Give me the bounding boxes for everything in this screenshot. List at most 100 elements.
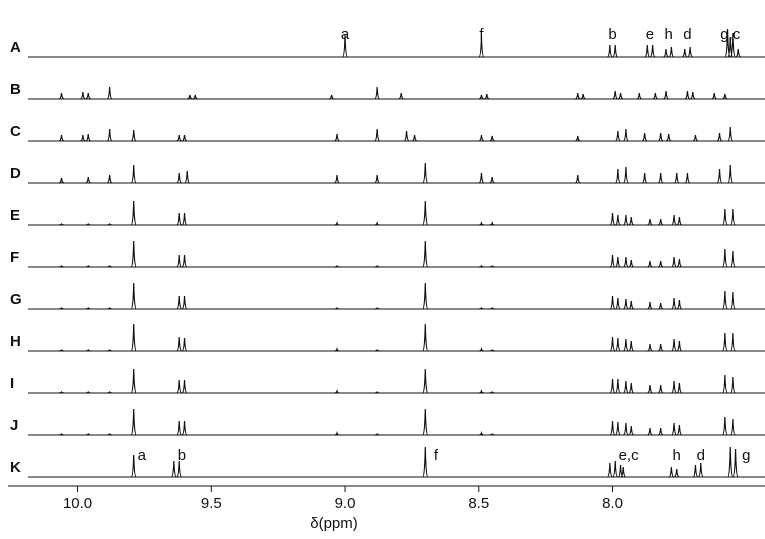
peak: [374, 390, 380, 394]
peak: [649, 44, 656, 58]
row-label: F: [10, 249, 19, 266]
peak: [80, 134, 86, 142]
peak: [478, 172, 485, 184]
peak: [575, 174, 581, 184]
peak: [623, 338, 629, 352]
peak: [615, 421, 621, 436]
peak: [711, 92, 717, 100]
peak: [676, 299, 683, 310]
peak: [422, 162, 429, 184]
peak: [334, 306, 340, 310]
peak: [647, 301, 653, 310]
peak: [176, 420, 182, 436]
peak: [657, 172, 664, 184]
peak: [478, 388, 484, 394]
row-label: K: [10, 459, 21, 476]
peak: [671, 297, 677, 310]
peak: [730, 291, 736, 310]
peak: [607, 462, 613, 478]
peak: [181, 254, 188, 268]
peak: [623, 128, 629, 142]
peak: [663, 90, 669, 100]
peak-label: h: [665, 26, 673, 43]
peak: [690, 91, 696, 100]
peak: [612, 44, 618, 58]
peak: [609, 212, 616, 226]
x-tick-label: 8.0: [602, 495, 623, 512]
peak: [422, 323, 429, 352]
peak: [181, 295, 188, 310]
row-label: I: [10, 375, 14, 392]
peak: [658, 343, 664, 352]
peak: [58, 348, 65, 352]
peak: [671, 422, 677, 436]
peak: [620, 466, 626, 478]
peak: [181, 212, 188, 226]
peak: [641, 172, 648, 184]
peak: [674, 468, 680, 478]
peak: [334, 220, 340, 226]
peak: [85, 348, 91, 352]
peak: [176, 379, 182, 394]
peak: [374, 432, 380, 436]
peak: [722, 248, 728, 268]
peak: [176, 295, 182, 310]
peak: [727, 446, 734, 478]
peak: [176, 254, 182, 268]
peak: [107, 390, 113, 394]
peak: [374, 174, 380, 184]
peak: [732, 448, 739, 478]
peak: [181, 337, 188, 352]
peak: [730, 418, 736, 436]
peak: [674, 172, 680, 184]
peak: [684, 90, 691, 100]
peak: [107, 432, 113, 436]
peak-label: f: [479, 26, 484, 43]
peak: [85, 222, 91, 226]
peak-label: a: [138, 447, 147, 464]
x-tick-label: 10.0: [63, 495, 92, 512]
peak: [58, 306, 65, 310]
peak: [374, 348, 380, 352]
peak: [58, 432, 65, 436]
peak: [628, 340, 634, 352]
peak: [628, 259, 634, 268]
peak: [617, 92, 624, 100]
row-label: E: [10, 207, 20, 224]
x-tick-label: 8.5: [468, 495, 489, 512]
row-label: J: [10, 417, 18, 434]
peak: [698, 462, 704, 478]
peak: [609, 336, 616, 352]
peak: [107, 264, 113, 268]
x-axis-title: δ(ppm): [310, 515, 358, 532]
peak: [58, 390, 65, 394]
peak: [687, 46, 693, 58]
peak: [489, 390, 495, 394]
peak: [374, 86, 380, 100]
x-tick-label: 9.5: [201, 495, 222, 512]
peak: [478, 134, 485, 142]
peak: [176, 212, 182, 226]
peak: [422, 240, 429, 268]
peak-label: d: [683, 26, 691, 43]
peak: [716, 168, 723, 184]
peak: [722, 208, 728, 226]
peak: [623, 422, 629, 436]
peak: [671, 214, 677, 226]
peak-label: f: [434, 447, 439, 464]
peak: [334, 174, 340, 184]
peak: [615, 256, 621, 268]
peak: [676, 258, 683, 268]
peak: [615, 297, 621, 310]
peak-label: d: [697, 447, 705, 464]
peak: [130, 368, 137, 394]
peak: [647, 384, 653, 394]
peak: [176, 134, 182, 142]
peak: [612, 460, 618, 478]
peak: [671, 380, 677, 394]
peak-label: e: [646, 26, 654, 43]
peak: [106, 128, 113, 142]
peak: [615, 378, 621, 394]
peak: [607, 44, 613, 58]
peak: [334, 388, 340, 394]
